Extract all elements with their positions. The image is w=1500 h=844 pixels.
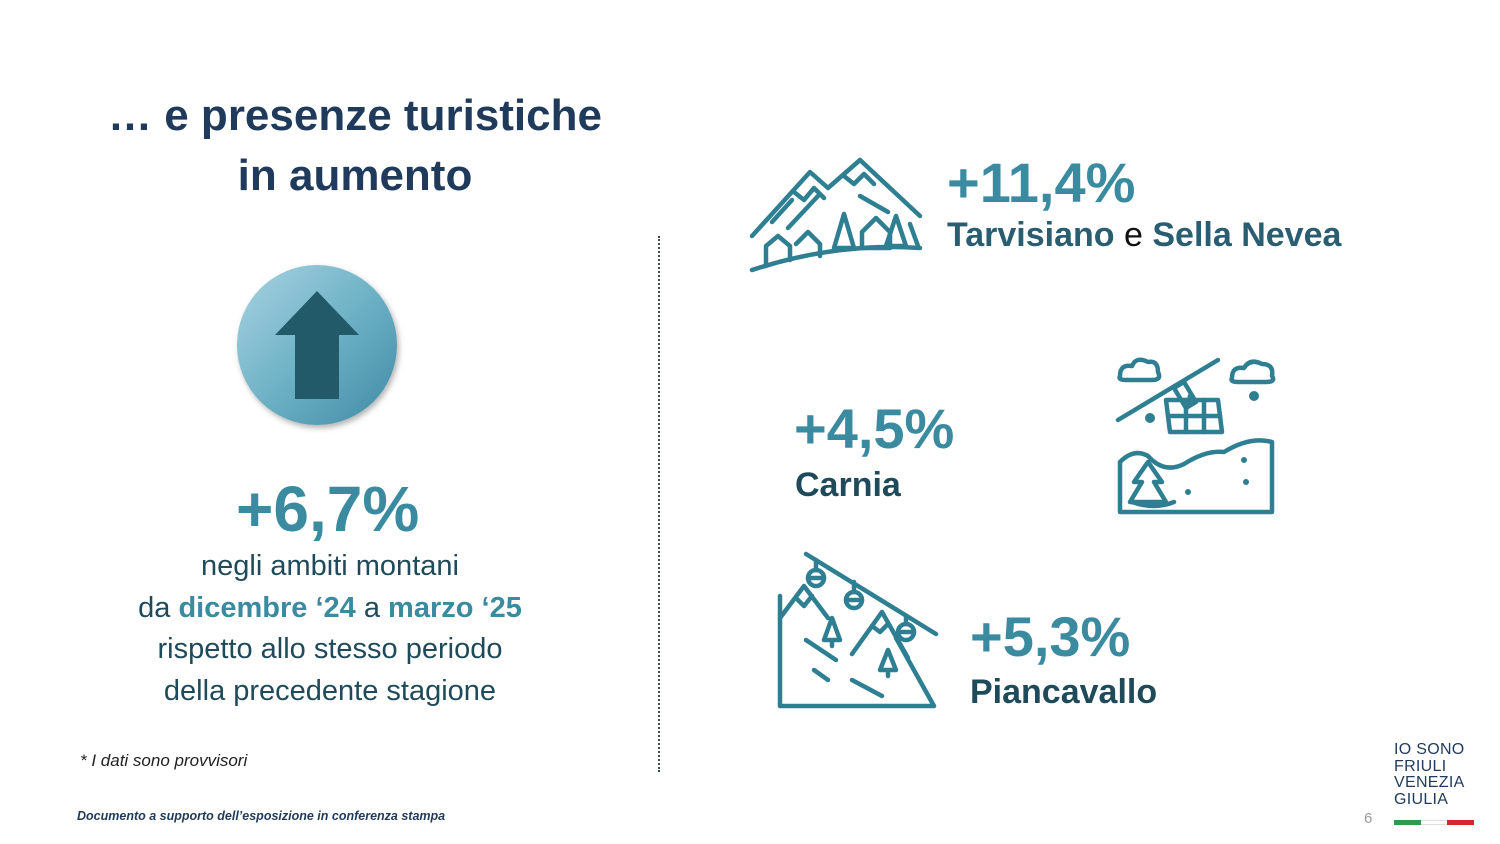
page-title: … e presenze turistiche in aumento [40, 86, 670, 206]
region-2-name: Carnia [795, 466, 901, 504]
mountain-village-icon [749, 157, 923, 273]
logo-line-3: VENEZIA [1394, 774, 1465, 791]
logo-line-2: FRIULI [1394, 757, 1447, 775]
region-2-percentage: +4,5% [794, 397, 955, 460]
main-percentage: +6,7% [236, 473, 420, 545]
region-1-name-b: Sella Nevea [1152, 216, 1342, 254]
footnote: * I dati sono provvisori [80, 751, 248, 770]
main-description: negli ambiti montani da dicembre ‘24 a m… [40, 546, 620, 712]
region-3-percentage: +5,3% [970, 605, 1131, 668]
desc-line-4: della precedente stagione [163, 674, 497, 707]
period-start: dicembre ‘24 [178, 591, 356, 624]
logo: IO SONO FRIULI VENEZIA GIULIA [1394, 741, 1476, 808]
italian-flag-bar [1394, 820, 1475, 825]
period-end: marzo ‘25 [388, 591, 522, 624]
region-1-name: Tarvisiano e Sella Nevea [947, 216, 1341, 255]
desc-line-1: negli ambiti montani [201, 550, 459, 582]
region-3-name: Piancavallo [970, 673, 1158, 711]
desc-connector: a [355, 591, 389, 624]
desc-prefix: da [138, 591, 179, 624]
region-1-percentage: +11,4% [947, 151, 1136, 214]
desc-line-2: da dicembre ‘24 a marzo ‘25 [40, 588, 620, 630]
region-1-connector: e [1114, 216, 1153, 254]
region-1-name-a: Tarvisiano [947, 216, 1115, 254]
logo-line-1: IO SONO [1394, 741, 1465, 758]
logo-line-4: GIULIA [1394, 790, 1449, 808]
cable-car-icon [1115, 357, 1276, 515]
desc-line-3: rispetto allo stesso periodo [157, 633, 503, 665]
title-line-1: … e presenze turistiche [108, 91, 602, 140]
ski-slope-icon [777, 551, 939, 709]
title-line-2: in aumento [237, 151, 473, 200]
dotted-divider [658, 236, 660, 772]
page-number: 6 [1364, 810, 1373, 827]
footer-note: Documento a supporto dell’esposizione in… [77, 809, 446, 823]
up-arrow-icon [237, 265, 397, 425]
